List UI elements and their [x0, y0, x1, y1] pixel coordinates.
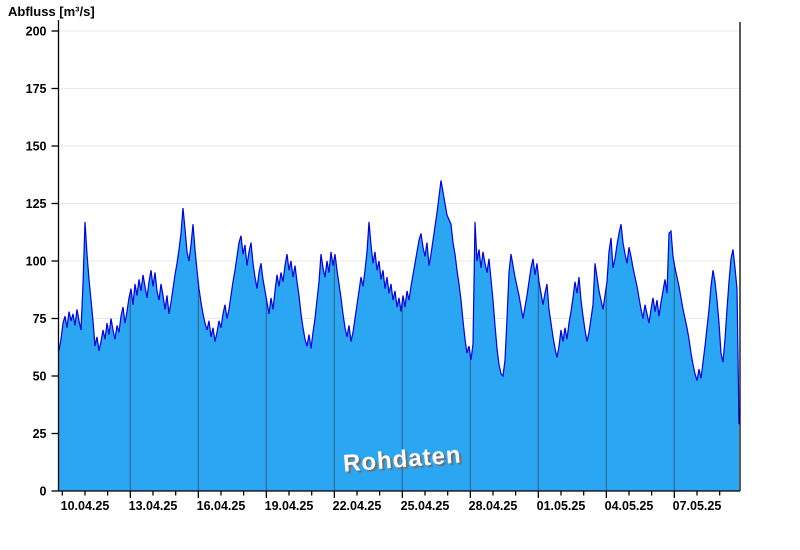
x-axis-tick-label: 25.04.25	[401, 499, 450, 513]
x-axis-tick-label: 22.04.25	[333, 499, 382, 513]
x-axis-tick-label: 28.04.25	[469, 499, 518, 513]
y-axis-tick-label: 0	[40, 485, 47, 499]
x-axis-tick-label: 16.04.25	[197, 499, 246, 513]
y-axis-tick-label: 200	[26, 25, 47, 39]
chart-title: Abfluss [m³/s]	[8, 4, 95, 19]
y-axis-tick-label: 175	[26, 82, 47, 96]
x-axis-tick-label: 04.05.25	[605, 499, 654, 513]
y-axis-tick-label: 75	[33, 312, 47, 326]
x-axis-tick-label: 10.04.25	[61, 499, 110, 513]
y-axis-tick-label: 50	[33, 370, 47, 384]
x-axis-tick-label: 07.05.25	[673, 499, 722, 513]
x-axis-tick-label: 01.05.25	[537, 499, 586, 513]
x-axis-tick-label: 19.04.25	[265, 499, 314, 513]
discharge-area	[59, 180, 739, 491]
y-axis-tick-label: 100	[26, 255, 47, 269]
y-axis-tick-label: 25	[33, 427, 47, 441]
x-axis-tick-label: 13.04.25	[129, 499, 178, 513]
y-axis-tick-label: 150	[26, 140, 47, 154]
y-axis-tick-label: 125	[26, 197, 47, 211]
discharge-line	[58, 180, 740, 425]
